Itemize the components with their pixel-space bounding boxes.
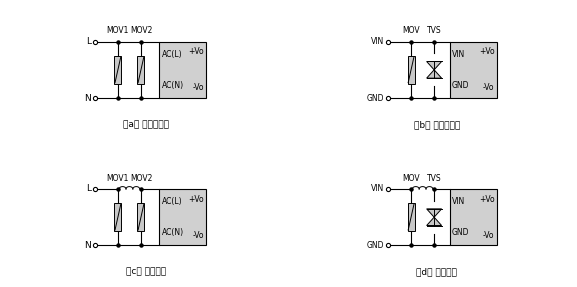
Text: -Vo: -Vo bbox=[483, 231, 494, 240]
Text: AC(L): AC(L) bbox=[162, 50, 182, 59]
Text: MOV2: MOV2 bbox=[130, 26, 152, 35]
Text: -Vo: -Vo bbox=[192, 231, 204, 240]
Text: TVS: TVS bbox=[427, 26, 441, 35]
Polygon shape bbox=[426, 217, 441, 226]
Bar bbox=[114, 203, 121, 231]
Text: +Vo: +Vo bbox=[479, 47, 494, 56]
Text: L: L bbox=[86, 37, 91, 46]
Text: MOV: MOV bbox=[402, 174, 420, 183]
Text: GND: GND bbox=[452, 228, 470, 237]
Text: （d） 推荐应用: （d） 推荐应用 bbox=[416, 268, 457, 277]
Bar bbox=[114, 56, 121, 84]
Text: MOV1: MOV1 bbox=[107, 26, 129, 35]
Text: MOV2: MOV2 bbox=[130, 174, 152, 183]
Bar bbox=[137, 203, 144, 231]
Text: （c） 推荐应用: （c） 推荐应用 bbox=[126, 268, 166, 277]
Text: VIN: VIN bbox=[452, 197, 465, 206]
Text: -Vo: -Vo bbox=[192, 83, 204, 92]
Text: N: N bbox=[84, 241, 91, 250]
Text: GND: GND bbox=[452, 81, 470, 90]
Text: TVS: TVS bbox=[427, 174, 441, 183]
Text: +Vo: +Vo bbox=[479, 195, 494, 204]
Bar bbox=[407, 203, 415, 231]
Text: VIN: VIN bbox=[371, 185, 384, 193]
Text: MOV: MOV bbox=[402, 26, 420, 35]
Text: （b） 不恰当应用: （b） 不恰当应用 bbox=[414, 121, 460, 129]
Text: AC(N): AC(N) bbox=[162, 228, 183, 237]
Text: VIN: VIN bbox=[371, 37, 384, 46]
Text: L: L bbox=[86, 185, 91, 193]
Text: AC(L): AC(L) bbox=[162, 197, 182, 206]
Bar bbox=[407, 56, 415, 84]
Text: （a） 不恰当应用: （a） 不恰当应用 bbox=[123, 121, 169, 129]
Text: +Vo: +Vo bbox=[188, 47, 204, 56]
Text: GND: GND bbox=[366, 241, 384, 250]
Polygon shape bbox=[426, 61, 441, 70]
Polygon shape bbox=[426, 70, 441, 78]
Bar bbox=[449, 42, 497, 98]
Text: N: N bbox=[84, 94, 91, 102]
Bar bbox=[449, 189, 497, 245]
Text: +Vo: +Vo bbox=[188, 195, 204, 204]
Bar bbox=[137, 56, 144, 84]
Polygon shape bbox=[426, 209, 441, 217]
Text: AC(N): AC(N) bbox=[162, 81, 183, 90]
Text: GND: GND bbox=[366, 94, 384, 102]
Bar bbox=[159, 42, 207, 98]
Text: -Vo: -Vo bbox=[483, 83, 494, 92]
Bar bbox=[159, 189, 207, 245]
Text: VIN: VIN bbox=[452, 50, 465, 59]
Text: MOV1: MOV1 bbox=[107, 174, 129, 183]
